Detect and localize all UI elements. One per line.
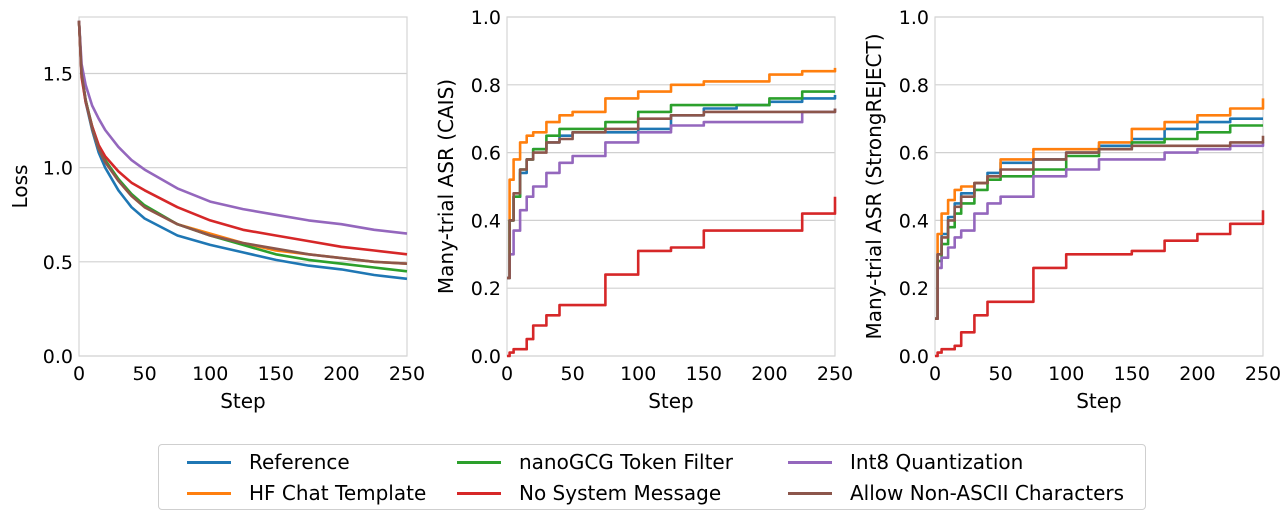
legend-swatch-int8-quantization (788, 460, 832, 464)
legend-label: Int8 Quantization (850, 450, 1024, 474)
series-line-int8-quantization (77, 20, 408, 235)
x-tick-label: 250 (1245, 363, 1281, 385)
y-tick-label: 0.2 (899, 278, 929, 300)
plot-frame (506, 16, 836, 357)
legend-swatch-nanogcg-token-filter (457, 460, 501, 464)
x-tick-label: 150 (258, 363, 294, 385)
x-tick-label: 50 (133, 363, 157, 385)
legend-item-reference: Reference (187, 447, 350, 477)
x-tick-label: 50 (989, 363, 1013, 385)
series-line-hf-chat-template (935, 98, 1265, 320)
series-line-int8-quantization (935, 142, 1265, 320)
y-tick-label: 0.0 (43, 346, 73, 368)
series-line-allow-non-ascii-characters (77, 20, 408, 265)
legend-label: nanoGCG Token Filter (519, 450, 733, 474)
legend-label: No System Message (519, 481, 722, 505)
x-tick-label: 100 (192, 363, 228, 385)
x-axis-label: Step (220, 389, 266, 413)
series-line-reference (77, 20, 408, 281)
series-line-nanogcg-token-filter (935, 124, 1263, 320)
x-tick-label: 200 (1179, 363, 1215, 385)
series-line-nanogcg-token-filter (507, 90, 835, 280)
legend-item-nanogcg-token-filter: nanoGCG Token Filter (457, 447, 733, 477)
y-axis-label: Loss (8, 165, 32, 209)
y-tick-label: 0.4 (471, 210, 501, 232)
legend-item-allow-non-ascii-characters: Allow Non-ASCII Characters (788, 478, 1124, 508)
chart-panel-1: 0 50 100 150 200 250 0.0 0.5 1.0 1.5 Step Loss (8, 16, 425, 413)
y-tick-label: 1.5 (43, 64, 73, 86)
chart-panel-2: 0 50 100 150 200 250 0.0 0.2 0.4 0.6 0.8 1.0 Step Man… (434, 7, 853, 413)
x-tick-label: 250 (389, 363, 425, 385)
x-tick-label: 0 (501, 363, 513, 385)
y-tick-label: 0.0 (471, 346, 501, 368)
x-tick-label: 250 (817, 363, 853, 385)
y-tick-label: 1.0 (899, 7, 929, 29)
plot-frame (78, 16, 408, 357)
legend-label: Reference (249, 450, 350, 474)
series-line-nanogcg-token-filter (77, 20, 408, 273)
y-tick-label: 1.0 (43, 158, 73, 180)
y-axis-label: Many-trial ASR (StrongREJECT) (862, 33, 886, 339)
y-tick-label: 0.6 (899, 143, 929, 165)
x-tick-label: 150 (686, 363, 722, 385)
series-line-hf-chat-template (507, 67, 837, 280)
plot-frame (934, 16, 1264, 357)
y-tick-label: 0.4 (899, 210, 929, 232)
legend-item-no-system-message: No System Message (457, 478, 721, 508)
y-axis-label: Many-trial ASR (CAIS) (434, 79, 458, 294)
legend-label: HF Chat Template (249, 481, 427, 505)
legend-swatch-hf-chat-template (187, 491, 231, 495)
legend-label: Allow Non-ASCII Characters (850, 481, 1125, 505)
x-axis-label: Step (1076, 389, 1122, 413)
x-tick-label: 100 (1048, 363, 1084, 385)
legend-item-hf-chat-template: HF Chat Template (187, 478, 426, 508)
charts-svg: 0 50 100 150 200 250 0.0 0.5 1.0 1.5 Step Loss 0 50 10… (8, 7, 1281, 413)
series-line-allow-non-ascii-characters (935, 135, 1265, 320)
y-tick-label: 0.8 (471, 75, 501, 97)
x-tick-label: 200 (323, 363, 359, 385)
chart-panel-3: 0 50 100 150 200 250 0.0 0.2 0.4 0.6 0.8 1.0 Step Man… (862, 7, 1281, 413)
series-line-int8-quantization (507, 108, 837, 280)
series-line-no-system-message (77, 20, 408, 256)
series-line-no-system-message (935, 210, 1265, 358)
x-tick-label: 150 (1114, 363, 1150, 385)
y-tick-label: 1.0 (471, 7, 501, 29)
legend-swatch-no-system-message (457, 491, 501, 495)
y-tick-label: 0.6 (471, 143, 501, 165)
legend-item-int8-quantization: Int8 Quantization (788, 447, 1023, 477)
legend-swatch-allow-non-ascii-characters (788, 491, 832, 495)
legend-swatch-reference (187, 460, 231, 464)
y-tick-label: 0.2 (471, 278, 501, 300)
x-tick-label: 0 (929, 363, 941, 385)
x-tick-label: 50 (561, 363, 585, 385)
x-tick-label: 0 (73, 363, 85, 385)
y-tick-label: 0.0 (899, 346, 929, 368)
series-line-allow-non-ascii-characters (507, 108, 837, 280)
x-tick-label: 100 (620, 363, 656, 385)
series-line-no-system-message (507, 196, 837, 358)
x-tick-label: 200 (751, 363, 787, 385)
x-axis-label: Step (648, 389, 694, 413)
y-tick-label: 0.8 (899, 75, 929, 97)
y-tick-label: 0.5 (43, 252, 73, 274)
legend: Reference HF Chat Template nanoGCG Token… (158, 444, 1146, 510)
